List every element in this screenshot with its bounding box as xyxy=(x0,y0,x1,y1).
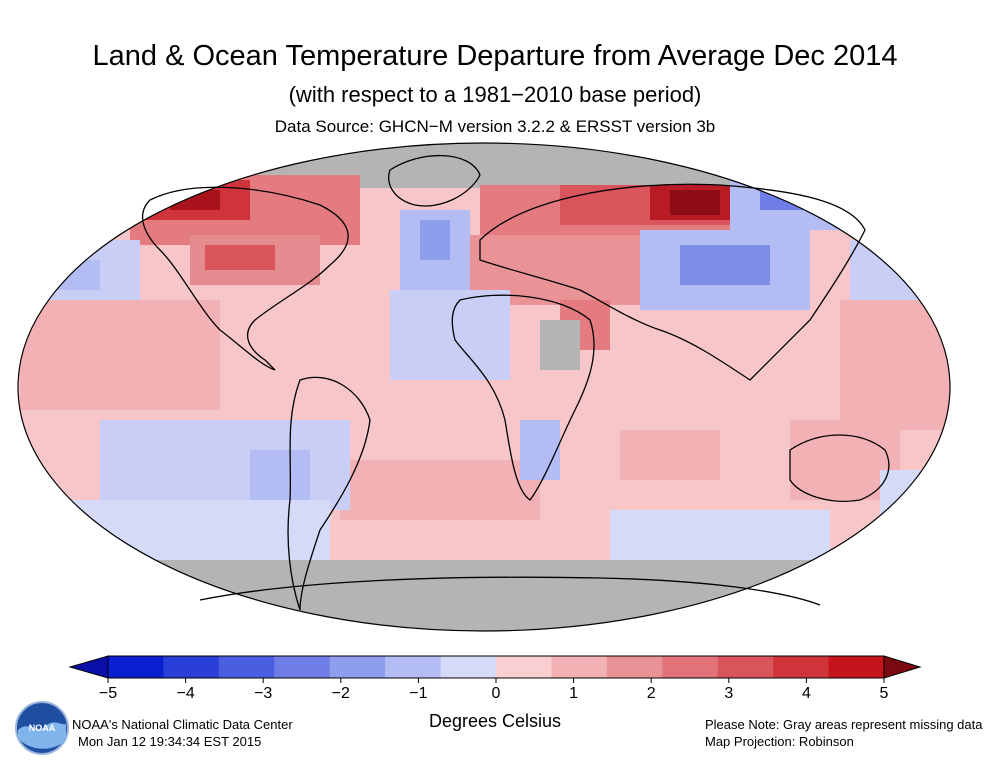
colorbar-tick-label: 2 xyxy=(647,685,656,702)
missing-data-central-africa xyxy=(540,320,580,370)
colorbar-swatch xyxy=(717,656,774,678)
colorbar-swatch xyxy=(606,656,663,678)
noaa-logo: NOAA xyxy=(15,701,69,755)
colorbar-min-arrow xyxy=(68,655,109,679)
colorbar-swatch xyxy=(773,656,830,678)
colorbar-tick-label: 0 xyxy=(492,685,501,702)
colorbar-swatch xyxy=(385,656,442,678)
missing-data-antarctic xyxy=(18,560,950,631)
units-label: Degrees Celsius xyxy=(428,711,562,731)
anomaly-field xyxy=(18,143,950,631)
colorbar-swatch xyxy=(828,656,885,678)
colorbar-swatch xyxy=(218,656,275,678)
footer-right: Please Note: Gray areas represent missin… xyxy=(705,716,982,750)
africa-outline xyxy=(451,294,595,501)
map-subtitle: (with respect to a 1981−2010 base period… xyxy=(288,82,702,107)
coastlines xyxy=(141,154,890,611)
data-source-label: Data Source: GHCN−M version 3.2.2 & ERSS… xyxy=(274,117,716,136)
antarctica-outline xyxy=(199,576,821,606)
greenland-outline xyxy=(388,154,481,207)
map-title: Land & Ocean Temperature Departure from … xyxy=(92,40,898,72)
colorbar-swatch xyxy=(551,656,608,678)
colorbar-tick-label: 5 xyxy=(880,685,889,702)
australia-outline xyxy=(789,434,890,502)
colorbar-tick-label: −3 xyxy=(254,685,272,702)
colorbar-tick-label: 3 xyxy=(724,685,733,702)
north-america-outline xyxy=(141,186,349,371)
colorbar-swatch xyxy=(108,656,164,678)
colorbar-swatch xyxy=(274,656,331,678)
colorbar-tick-label: −1 xyxy=(409,685,427,702)
colorbar-tick-label: 4 xyxy=(802,685,811,702)
missing-data-arctic xyxy=(18,143,950,188)
colorbar-swatch xyxy=(163,656,220,678)
colorbar-tick-label: 1 xyxy=(569,685,578,702)
colorbar-ticks: −5 −4 −3 −2 −1 0 1 2 3 4 5 xyxy=(99,678,889,702)
colorbar-swatch xyxy=(440,656,497,678)
data-center-name: NOAA's National Climatic Data Center xyxy=(72,717,293,732)
generated-timestamp: Mon Jan 12 19:34:34 EST 2015 xyxy=(78,734,262,749)
south-america-outline xyxy=(287,376,371,611)
noaa-logo-text: NOAA xyxy=(29,723,56,733)
projection-note: Map Projection: Robinson xyxy=(705,734,854,749)
eurasia-outline xyxy=(479,183,866,381)
footer-left: NOAA's National Climatic Data Center Mon… xyxy=(72,716,293,750)
colorbar-tick-label: −2 xyxy=(332,685,350,702)
colorbar-tick-label: −4 xyxy=(176,685,194,702)
globe-border xyxy=(17,142,951,632)
colorbar-tick-label: −5 xyxy=(99,685,117,702)
missing-data-note: Please Note: Gray areas represent missin… xyxy=(705,717,983,732)
colorbar-max-arrow xyxy=(883,655,922,679)
colorbar-swatch xyxy=(662,656,719,678)
colorbar-swatch xyxy=(329,656,386,678)
colorbar-swatch xyxy=(496,656,552,678)
colorbar xyxy=(68,655,922,679)
